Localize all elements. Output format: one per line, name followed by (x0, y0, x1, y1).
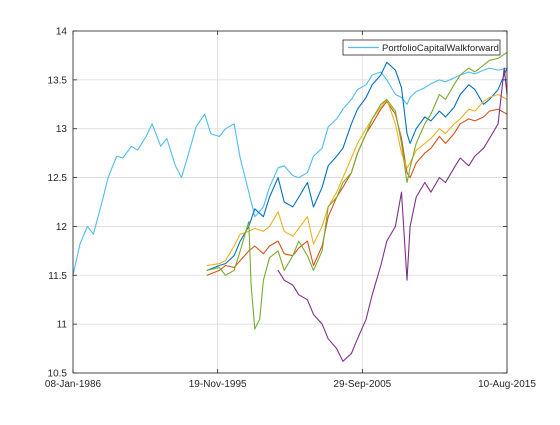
y-tick-labels: 10.5 11 11.5 12 12.5 13 13.5 14 (48, 27, 68, 380)
plot-area (73, 31, 507, 373)
y-tick-label: 14 (56, 27, 68, 38)
y-tick-label: 10.5 (48, 369, 68, 380)
legend-entry: PortfolioCapitalWalkforward (382, 43, 499, 54)
tick-marks (72, 30, 508, 374)
axes-box (72, 30, 508, 374)
y-tick-label: 13 (56, 124, 68, 135)
x-tick-label: 19-Nov-1995 (189, 379, 247, 390)
legend-box (342, 39, 501, 56)
y-tick-label: 11.5 (48, 271, 67, 282)
series-line-6 (277, 67, 508, 362)
legend: PortfolioCapitalWalkforward (342, 39, 501, 56)
y-tick-label: 12 (56, 222, 68, 233)
x-tick-label: 08-Jan-1986 (45, 379, 102, 390)
y-tick-label: 13.5 (48, 75, 68, 86)
x-tick-labels: 08-Jan-1986 19-Nov-1995 29-Sep-2005 10-Aug-… (45, 379, 536, 390)
series-group (72, 51, 508, 362)
series-line-4 (206, 93, 508, 267)
x-tick-label: 29-Sep-2005 (333, 379, 391, 390)
series-line-1 (72, 67, 508, 276)
series-line-5 (206, 51, 508, 330)
x-tick-label: 10-Aug-2015 (478, 379, 536, 390)
series-line-2 (206, 61, 508, 271)
y-tick-label: 11 (57, 320, 68, 331)
y-tick-label: 12.5 (48, 173, 68, 184)
